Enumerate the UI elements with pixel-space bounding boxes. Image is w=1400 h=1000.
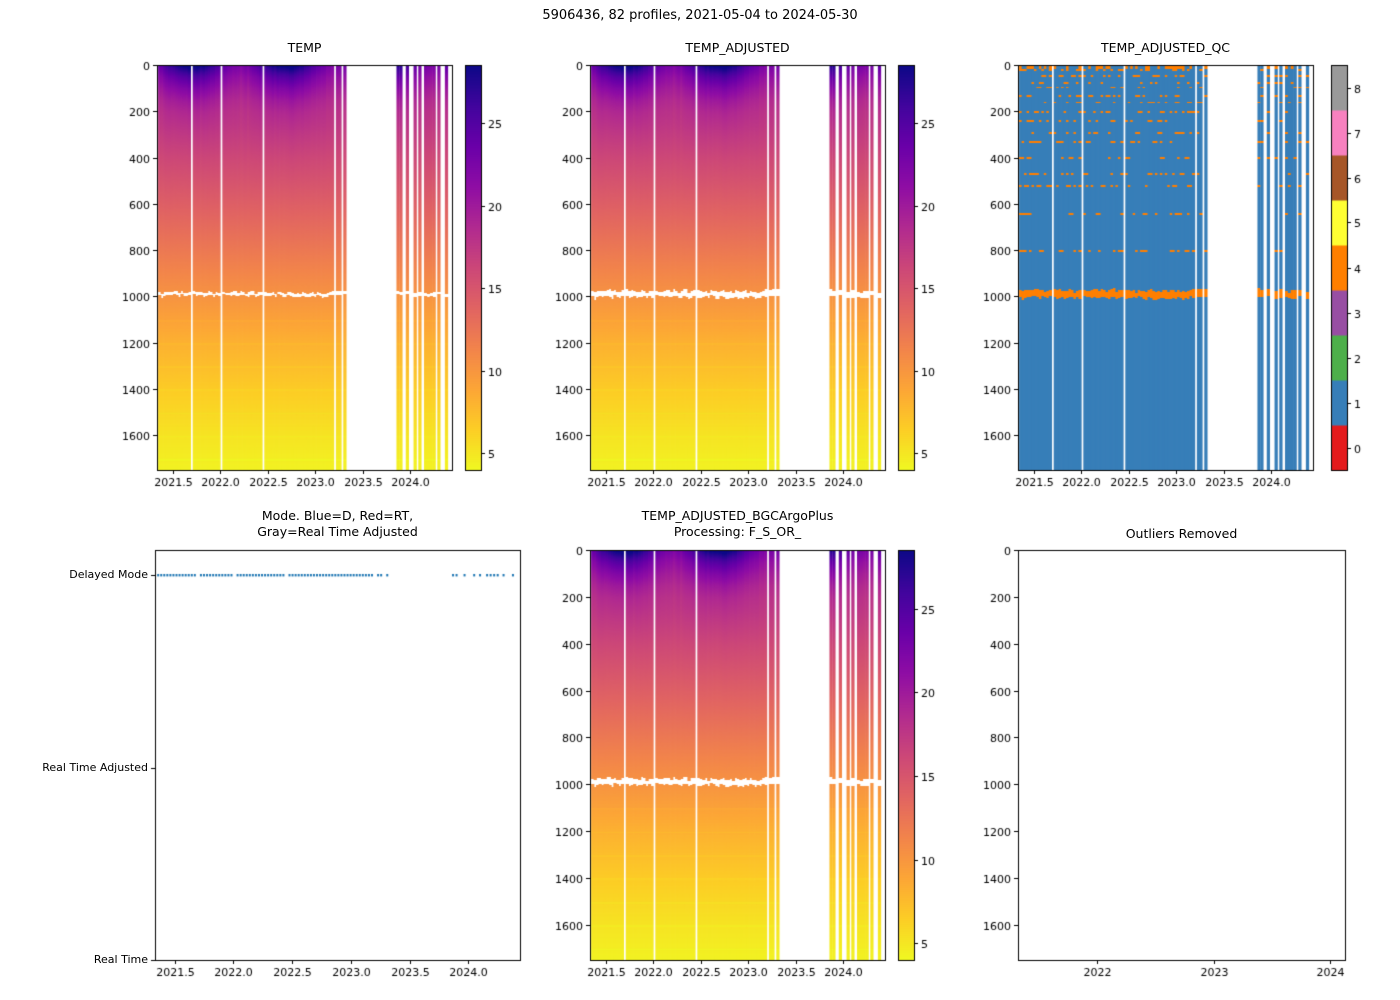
mode-ytick-real-time-adjusted: Real Time Adjusted: [42, 761, 148, 774]
panel-title-temp: TEMP: [287, 40, 322, 55]
mode-ytick-real-time: Real Time: [93, 953, 148, 966]
panel-title-outliers: Outliers Removed: [1125, 526, 1238, 541]
panel-title-mode: Mode. Blue=D, Red=RT, Gray=Real Time Adj…: [257, 508, 418, 539]
panel-title-temp-adjusted-qc: TEMP_ADJUSTED_QC: [1100, 40, 1231, 55]
panel-title-temp-adjusted: TEMP_ADJUSTED: [685, 40, 790, 55]
panel-title-bgc: TEMP_ADJUSTED_BGCArgoPlus Processing: F_…: [641, 508, 834, 539]
figure-suptitle: 5906436, 82 profiles, 2021-05-04 to 2024…: [542, 8, 858, 23]
mode-ytick-delayed-mode: Delayed Mode: [69, 568, 148, 581]
